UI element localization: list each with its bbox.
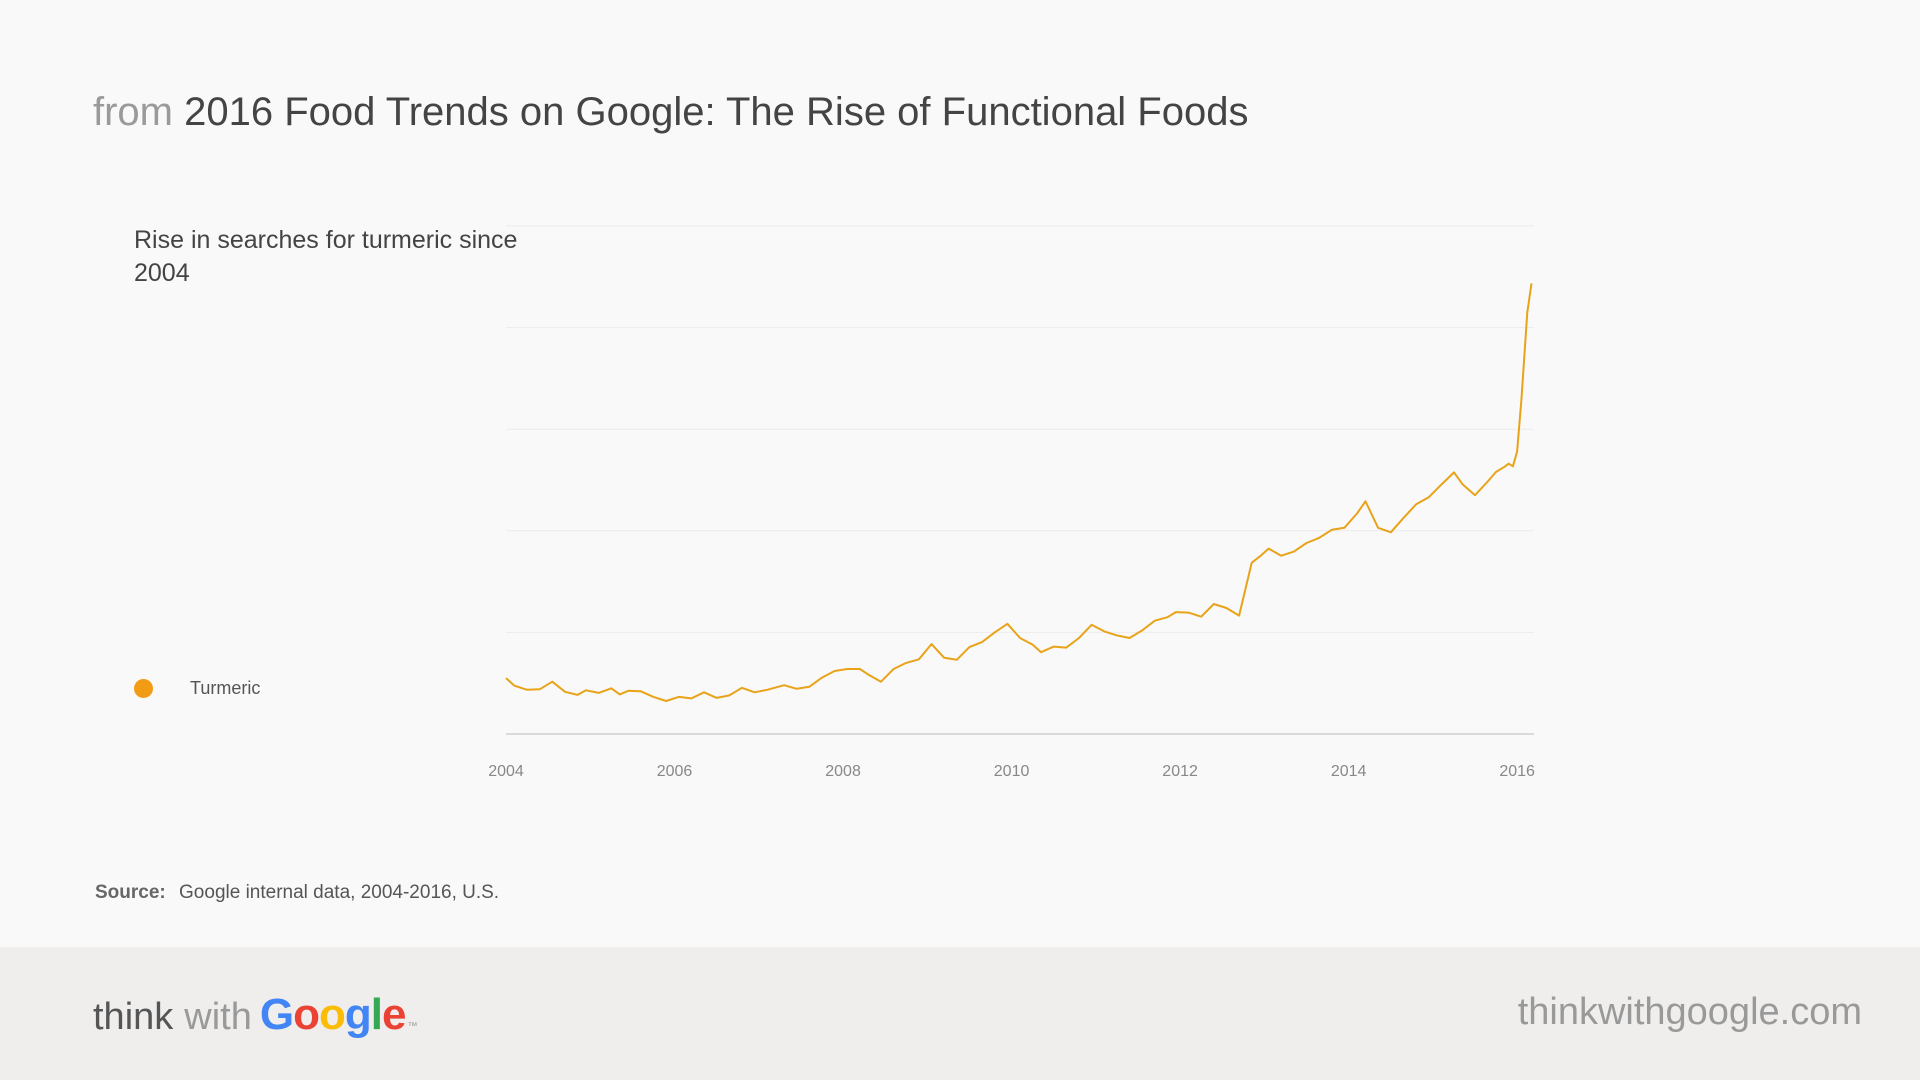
- source-label: Source:: [95, 882, 166, 903]
- source-note: Source: Google internal data, 2004-2016,…: [95, 882, 499, 904]
- brand-think: think: [93, 996, 174, 1038]
- line-chart: 2004 2006 2008 2010 2012 2014 2016: [488, 225, 1535, 780]
- footer: [0, 947, 1920, 1080]
- google-letter: e: [382, 990, 407, 1039]
- x-tick-label: 2016: [1499, 763, 1535, 780]
- think-with-google-logo[interactable]: think with Google ™: [93, 990, 417, 1040]
- legend-dot-icon: [134, 679, 153, 698]
- header-prefix: from: [93, 90, 173, 134]
- header-title: 2016 Food Trends on Google: The Rise of …: [184, 90, 1249, 134]
- google-letter: o: [293, 990, 320, 1039]
- chart-title: Rise in searches for turmeric since 2004: [134, 226, 518, 287]
- series-line-turmeric: [505, 283, 1533, 702]
- legend-label: Turmeric: [190, 678, 261, 698]
- trademark-symbol: ™: [407, 1021, 418, 1032]
- x-tick-label: 2008: [825, 763, 861, 780]
- x-axis-ticks: 2004 2006 2008 2010 2012 2014 2016: [488, 763, 1535, 780]
- legend: Turmeric: [134, 678, 260, 699]
- x-tick-label: 2010: [994, 763, 1030, 780]
- x-tick-label: 2014: [1331, 763, 1367, 780]
- chart-series: [505, 283, 1533, 702]
- source-text: Google internal data, 2004-2016, U.S.: [179, 882, 500, 903]
- google-letter: g: [344, 990, 372, 1039]
- x-tick-label: 2006: [657, 763, 693, 780]
- chart-grid: [506, 225, 1534, 633]
- google-letter: l: [370, 990, 383, 1039]
- google-letter: G: [259, 990, 294, 1039]
- brand-with: with: [184, 996, 252, 1038]
- x-tick-label: 2012: [1162, 763, 1198, 780]
- site-link[interactable]: thinkwithgoogle.com: [1517, 991, 1862, 1033]
- page-header: from 2016 Food Trends on Google: The Ris…: [93, 90, 1248, 135]
- google-logo: Google: [259, 990, 407, 1040]
- google-letter: o: [318, 990, 346, 1039]
- x-tick-label: 2004: [488, 763, 524, 780]
